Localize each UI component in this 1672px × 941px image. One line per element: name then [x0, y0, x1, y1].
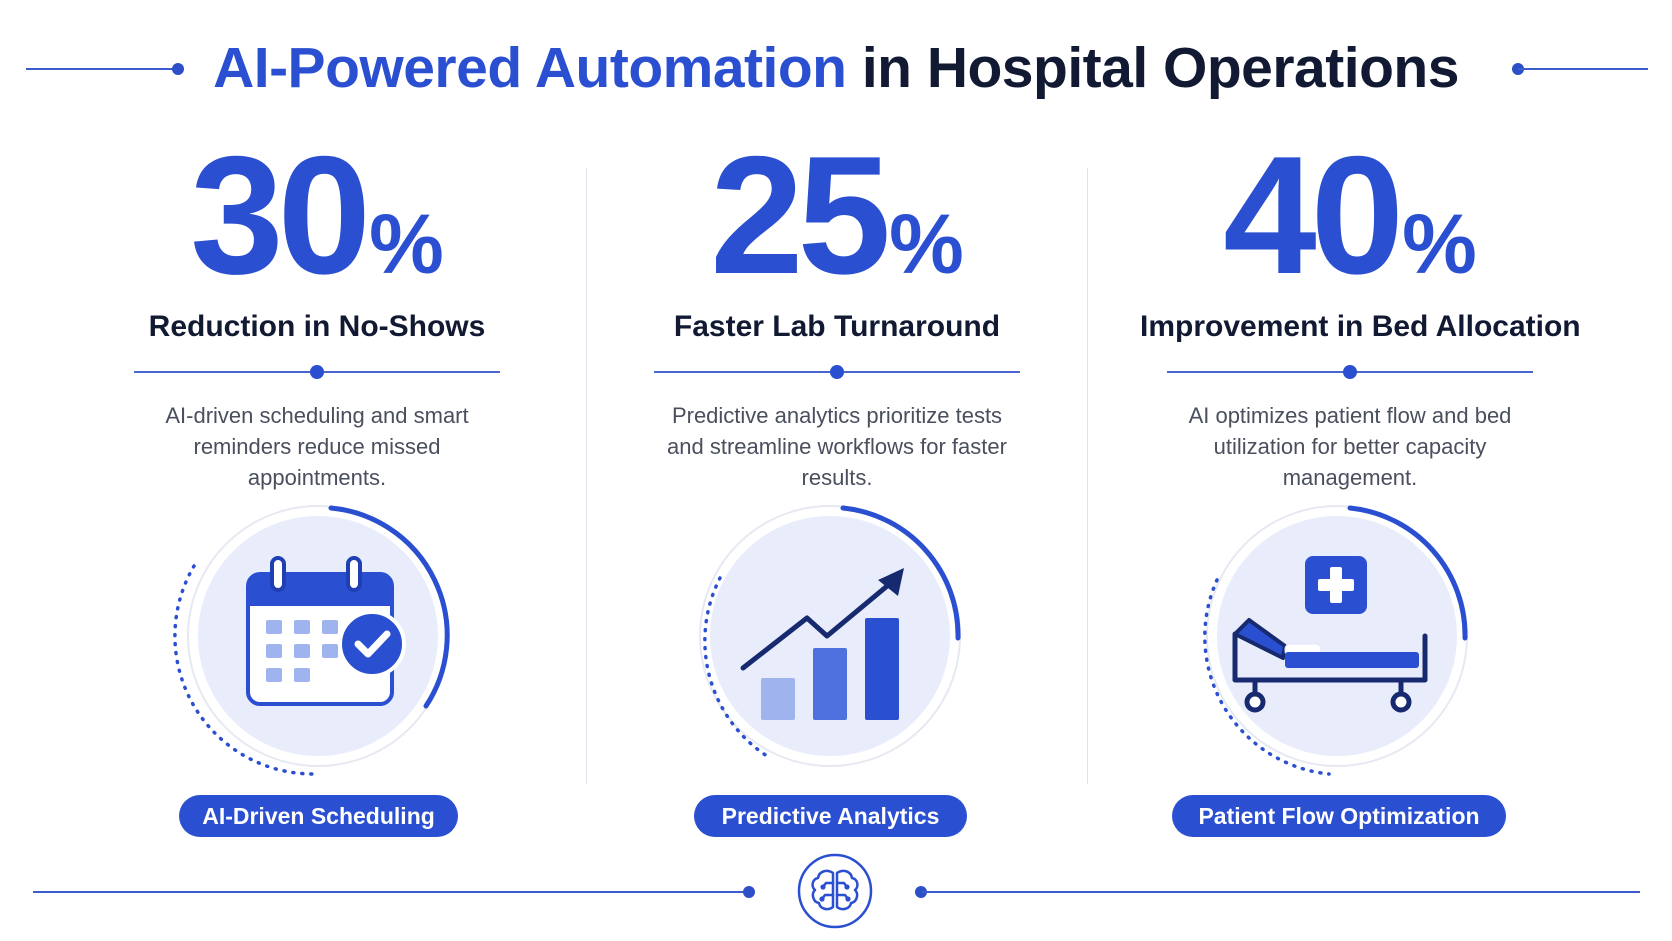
metric-unit: % — [889, 197, 964, 291]
metric-card-bed-allocation: 40% Improvement in Bed Allocation AI opt… — [1140, 130, 1581, 493]
metric-unit: % — [1402, 197, 1477, 291]
metric-description: AI optimizes patient flow and bed utiliz… — [1188, 403, 1512, 490]
pill-predictive-analytics: Predictive Analytics — [694, 795, 967, 837]
metric-card-no-shows: 30% Reduction in No-Shows AI-driven sche… — [107, 130, 527, 493]
metric-value: 25% — [627, 130, 1047, 300]
footer-dot-right — [915, 886, 927, 898]
title-row: AI-Powered Automation in Hospital Operat… — [0, 28, 1672, 108]
column-divider — [1087, 168, 1088, 784]
metric-value: 30% — [107, 130, 527, 300]
footer-rule — [0, 853, 1672, 935]
pill-ai-driven-scheduling: AI-Driven Scheduling — [179, 795, 458, 837]
title-rule-left — [26, 68, 176, 70]
metric-heading: Faster Lab Turnaround — [673, 310, 1001, 343]
metric-number: 25 — [710, 121, 891, 309]
page-title-accent: AI-Powered Automation — [213, 36, 847, 100]
title-dot-left — [172, 63, 184, 75]
brain-icon — [797, 853, 873, 929]
metric-description: Predictive analytics prioritize tests an… — [667, 403, 1007, 490]
footer-dot-left — [743, 886, 755, 898]
column-divider — [586, 168, 587, 784]
footer-rule-left — [33, 891, 745, 893]
metric-number: 30 — [190, 121, 371, 309]
calendar-check-icon — [168, 496, 468, 776]
metric-number: 40 — [1223, 121, 1404, 309]
metric-description: AI-driven scheduling and smart reminders… — [165, 403, 469, 490]
hospital-bed-icon — [1187, 496, 1487, 776]
metric-separator — [107, 362, 527, 382]
metric-heading: Reduction in No-Shows — [148, 310, 486, 343]
title-rule-right — [1518, 68, 1648, 70]
page-title-rest: in Hospital Operations — [861, 36, 1460, 100]
pill-patient-flow-optimization: Patient Flow Optimization — [1172, 795, 1506, 837]
footer-rule-right — [922, 891, 1640, 893]
metric-heading: Improvement in Bed Allocation — [1140, 310, 1581, 343]
metric-separator — [1140, 362, 1560, 382]
metric-card-lab-turnaround: 25% Faster Lab Turnaround Predictive ana… — [627, 130, 1047, 493]
metric-separator — [627, 362, 1047, 382]
metric-value: 40% — [1140, 130, 1560, 300]
page-title: AI-Powered Automation in Hospital Operat… — [200, 28, 1472, 108]
metric-unit: % — [369, 197, 444, 291]
bar-chart-trend-icon — [680, 496, 980, 776]
